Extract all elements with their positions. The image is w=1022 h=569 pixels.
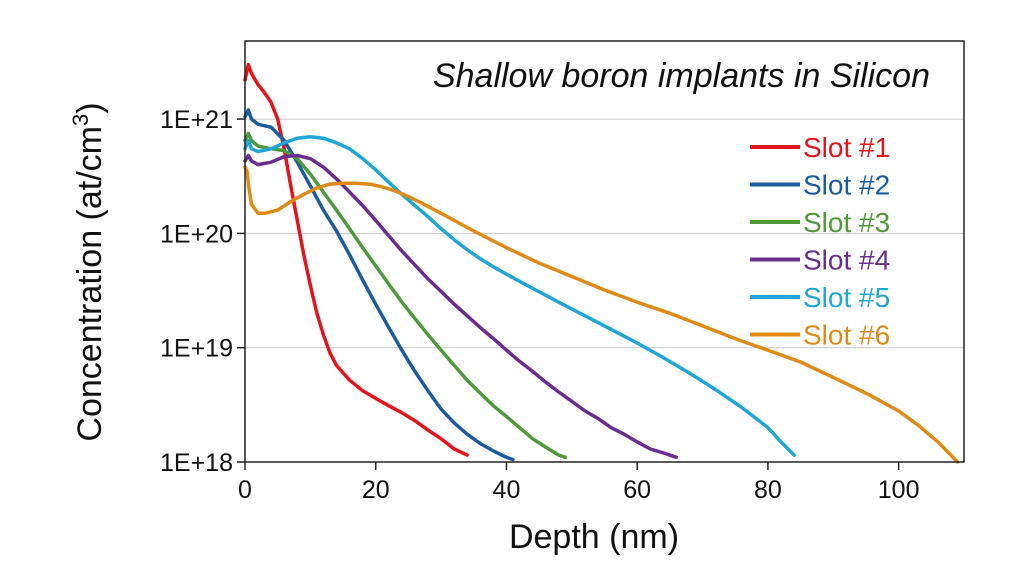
- x-tick-label: 100: [878, 476, 920, 504]
- plot-frame: [244, 40, 965, 463]
- y-axis: 1E+18 1E+19 1E+20 1E+21: [160, 106, 245, 477]
- x-tick-label: 20: [362, 476, 390, 504]
- y-axis-title-end: ): [71, 102, 109, 113]
- legend-label: Slot #4: [803, 245, 890, 276]
- x-tick-label: 0: [238, 476, 252, 504]
- y-axis-title: Concentration (at/cm3): [68, 102, 109, 441]
- x-axis: 0 20 40 60 80 100: [238, 462, 919, 504]
- y-tick-label: 1E+18: [160, 449, 233, 477]
- series-line-slot-2: [243, 108, 515, 462]
- chart-title: Shallow boron implants in Silicon: [433, 57, 930, 95]
- legend-label: Slot #3: [803, 207, 890, 238]
- y-axis-title-main: Concentration (at/cm: [71, 126, 109, 442]
- y-tick-label: 1E+20: [160, 220, 233, 248]
- x-tick-label: 40: [493, 476, 521, 504]
- x-tick-label: 80: [754, 476, 782, 504]
- legend-label: Slot #5: [803, 282, 890, 313]
- gridlines: [245, 118, 964, 349]
- y-tick-label: 1E+21: [160, 106, 233, 134]
- x-tick-label: 60: [623, 476, 651, 504]
- series-line-slot-5: [243, 135, 796, 457]
- y-axis-title-sup: 3: [68, 114, 93, 126]
- series-line-slot-4: [243, 153, 679, 460]
- x-axis-title: Depth (nm): [509, 518, 679, 556]
- series-lines: [243, 62, 960, 464]
- y-tick-label: 1E+19: [160, 335, 233, 363]
- legend: Slot #1 Slot #2 Slot #3 Slot #4 Slot #5 Slot …: [750, 132, 890, 351]
- series-line-slot-6: [243, 165, 960, 464]
- legend-label: Slot #1: [803, 132, 890, 163]
- legend-label: Slot #6: [803, 320, 890, 351]
- series-line-slot-1: [243, 62, 469, 457]
- series-line-slot-3: [243, 131, 568, 460]
- legend-label: Slot #2: [803, 170, 890, 201]
